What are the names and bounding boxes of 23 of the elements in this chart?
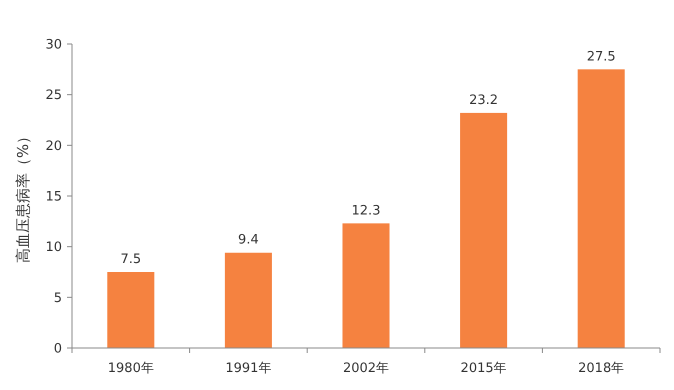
y-tick-label: 25 <box>45 88 62 104</box>
y-tick-label: 0 <box>54 342 62 357</box>
data-label: 12.3 <box>352 203 380 218</box>
y-tick-label: 20 <box>45 138 62 154</box>
x-tick-label: 2002年 <box>342 361 390 376</box>
bar <box>578 69 625 348</box>
bar <box>342 223 390 348</box>
data-label: 23.2 <box>469 92 498 108</box>
x-tick-label: 1991年 <box>225 361 272 376</box>
y-tick-label: 10 <box>45 240 62 256</box>
data-label: 7.5 <box>120 252 142 267</box>
bar <box>107 272 154 348</box>
y-axis-title: 高血压患病率（%） <box>14 128 32 264</box>
bar <box>460 112 508 348</box>
y-tick-label: 15 <box>45 190 62 205</box>
data-label: 9.4 <box>238 232 259 248</box>
bar <box>224 252 272 348</box>
x-tick-label: 2015年 <box>460 361 507 376</box>
y-tick-label: 30 <box>45 38 62 53</box>
y-tick-label: 5 <box>54 290 62 306</box>
x-tick-label: 2018年 <box>578 361 624 376</box>
data-label: 27.5 <box>586 49 616 64</box>
x-tick-label: 1980年 <box>108 361 154 376</box>
